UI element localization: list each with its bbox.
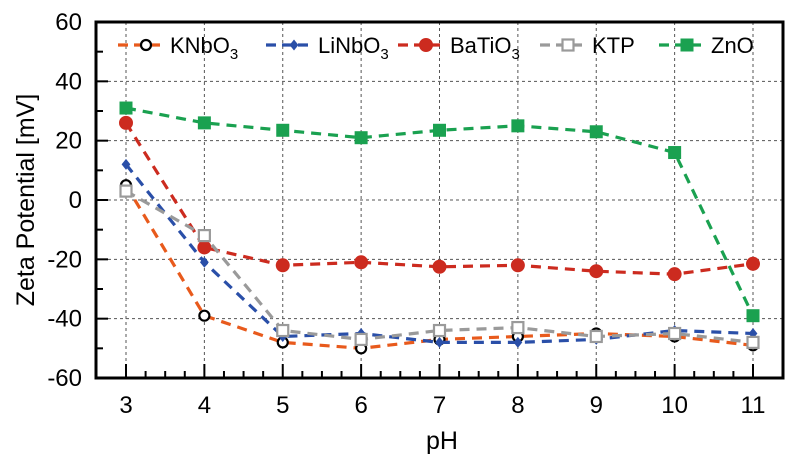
data-point [120,116,133,129]
y-tick-label: 0 [69,187,82,214]
y-tick-label: -20 [47,246,82,273]
legend-item: LiNbO3 [266,33,389,63]
data-point [276,259,289,272]
legend-marker [290,40,299,51]
legend-item: KNbO3 [118,33,238,63]
data-point [590,265,603,278]
data-point [668,268,681,281]
data-point [276,124,289,137]
legend-marker [681,39,694,52]
data-point [590,125,603,138]
data-point [747,309,760,322]
x-tick-label: 4 [198,392,211,419]
x-tick-label: 6 [354,392,367,419]
legend-item: BaTiO3 [398,33,520,63]
legend-marker [563,40,574,51]
legend-marker [420,39,433,52]
data-point [433,124,446,137]
y-axis-title: Zeta Potential [mV] [12,94,40,307]
data-point [511,259,524,272]
x-tick-label: 8 [511,392,524,419]
data-point [433,260,446,273]
data-point [199,230,210,241]
y-tick-label: 40 [55,68,82,95]
y-tick-label: -40 [47,306,82,333]
legend-label: ZnO [711,33,754,58]
x-tick-label: 7 [433,392,446,419]
data-point [198,116,211,129]
x-tick-label: 11 [741,392,766,419]
tick-labels: -60 -40 -20 0 20 40 60 3 4 5 6 7 8 9 10 11 [47,9,765,419]
data-point [511,119,524,132]
data-point [277,325,288,336]
data-point [748,337,759,348]
data-point [512,322,523,333]
legend-label: KTP [592,33,635,58]
x-tick-label: 9 [590,392,603,419]
data-point [747,257,760,270]
data-point [355,256,368,269]
x-tick-label: 10 [661,392,688,419]
data-point [121,186,132,197]
data-point [120,102,133,115]
legend-item: KTP [540,33,635,58]
data-point [591,331,602,342]
data-point [355,131,368,144]
y-tick-label: -60 [47,365,82,392]
data-point [669,328,680,339]
legend-marker [141,40,151,50]
legend-item: ZnO [659,33,754,58]
series-line-zno [126,108,753,316]
data-point [356,334,367,345]
x-tick-label: 3 [119,392,132,419]
data-point [199,311,209,321]
legend-label: LiNbO3 [318,33,389,63]
data-point [434,325,445,336]
legend: KNbO3 LiNbO3 BaTiO3 KTP ZnO [118,33,754,63]
data-point [198,241,211,254]
data-point [668,146,681,159]
legend-label: BaTiO3 [450,33,520,63]
x-tick-label: 5 [276,392,289,419]
x-axis-title: pH [426,427,458,455]
y-tick-label: 20 [55,128,82,155]
y-tick-label: 60 [55,9,82,36]
